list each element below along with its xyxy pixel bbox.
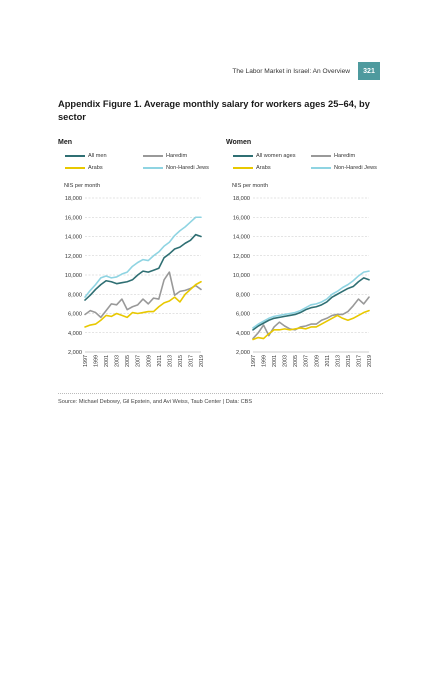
x-tick-label: 2005	[125, 355, 131, 367]
series-line	[84, 233, 202, 301]
y-tick-label: 4,000	[68, 331, 82, 337]
men-legend: All men Haredim Arabs Non-Haredi Jews	[65, 151, 225, 173]
legend-item: Non-Haredi Jews	[311, 163, 393, 173]
series-line	[84, 216, 202, 298]
x-tick-label: 2001	[104, 355, 110, 367]
legend-label: All men	[88, 153, 107, 159]
legend-item: Arabs	[233, 163, 311, 173]
y-tick-label: 12,000	[65, 254, 82, 260]
y-tick-label: 10,000	[65, 273, 82, 279]
y-tick-label: 18,000	[233, 196, 250, 202]
series-line	[252, 296, 370, 340]
x-tick-label: 1997	[83, 355, 89, 367]
legend-label: All women ages	[256, 153, 296, 159]
legend-item: Haredim	[143, 151, 225, 161]
legend-item: Arabs	[65, 163, 143, 173]
series-line	[252, 277, 370, 331]
running-head: The Labor Market in Israel: An Overview …	[232, 62, 380, 80]
x-tick-label: 2007	[304, 355, 310, 367]
women-chart: 2,000 4,000 6,000 8,000 10,000 12,000 14,000 16…	[233, 196, 373, 367]
figure-title: Appendix Figure 1. Average monthly salar…	[58, 99, 370, 122]
y-tick-label: 8,000	[236, 292, 250, 298]
x-tick-label: 2019	[199, 355, 205, 367]
x-tick-label: 2007	[136, 355, 142, 367]
page-number: 321	[358, 62, 380, 80]
legend-label: Haredim	[166, 153, 188, 159]
y-tick-label: 16,000	[233, 215, 250, 221]
x-tick-label: 2009	[146, 355, 152, 367]
x-tick-label: 2015	[178, 355, 184, 367]
y-tick-label: 2,000	[236, 350, 250, 356]
legend-swatch	[65, 166, 85, 170]
y-tick-label: 14,000	[233, 235, 250, 241]
source-note: Source: Michael Debowy, Gil Epstein, and…	[58, 399, 253, 405]
legend-swatch	[65, 154, 85, 158]
legend-swatch	[233, 154, 253, 158]
x-tick-label: 2003	[283, 355, 289, 367]
men-y-unit-label: NIS per month	[64, 183, 101, 189]
legend-swatch	[143, 166, 163, 170]
series-line	[252, 309, 370, 341]
legend-swatch	[311, 166, 331, 170]
women-y-unit-label: NIS per month	[232, 183, 269, 189]
legend-swatch	[143, 154, 163, 158]
y-tick-label: 12,000	[233, 254, 250, 260]
y-tick-label: 8,000	[68, 292, 82, 298]
series-line	[252, 270, 370, 329]
legend-swatch	[233, 166, 253, 170]
x-tick-label: 1997	[251, 355, 257, 367]
men-panel-title: Men	[58, 139, 72, 146]
legend-label: Arabs	[88, 165, 103, 171]
legend-label: Non-Haredi Jews	[166, 165, 209, 171]
x-tick-label: 2011	[157, 355, 163, 367]
x-tick-label: 2009	[314, 355, 320, 367]
x-tick-label: 2015	[346, 355, 352, 367]
women-panel-title: Women	[226, 139, 252, 146]
series-line	[84, 280, 202, 328]
legend-label: Non-Haredi Jews	[334, 165, 377, 171]
running-title: The Labor Market in Israel: An Overview	[232, 67, 350, 75]
x-tick-label: 2003	[115, 355, 121, 367]
series-line	[84, 271, 202, 319]
men-chart: 2,000 4,000 6,000 8,000 10,000 12,000 14,000 16…	[65, 196, 205, 367]
legend-item: Non-Haredi Jews	[143, 163, 225, 173]
x-tick-label: 2001	[272, 355, 278, 367]
legend-item: All women ages	[233, 151, 311, 161]
x-tick-label: 2017	[356, 355, 362, 367]
x-tick-label: 2019	[367, 355, 373, 367]
y-tick-label: 10,000	[233, 273, 250, 279]
x-tick-label: 1999	[94, 355, 100, 367]
y-tick-label: 4,000	[236, 331, 250, 337]
y-tick-label: 2,000	[68, 350, 82, 356]
x-tick-label: 2017	[188, 355, 194, 367]
footer-rule	[58, 393, 383, 394]
y-tick-label: 14,000	[65, 235, 82, 241]
x-tick-label: 2013	[335, 355, 341, 367]
x-tick-label: 2005	[293, 355, 299, 367]
x-tick-label: 2013	[167, 355, 173, 367]
legend-label: Haredim	[334, 153, 356, 159]
legend-swatch	[311, 154, 331, 158]
y-tick-label: 16,000	[65, 215, 82, 221]
y-tick-label: 6,000	[236, 312, 250, 318]
y-tick-label: 6,000	[68, 312, 82, 318]
legend-item: Haredim	[311, 151, 393, 161]
legend-label: Arabs	[256, 165, 271, 171]
x-tick-label: 2011	[325, 355, 331, 367]
legend-item: All men	[65, 151, 143, 161]
x-tick-label: 1999	[262, 355, 268, 367]
women-legend: All women ages Haredim Arabs Non-Haredi …	[233, 151, 393, 173]
y-tick-label: 18,000	[65, 196, 82, 202]
